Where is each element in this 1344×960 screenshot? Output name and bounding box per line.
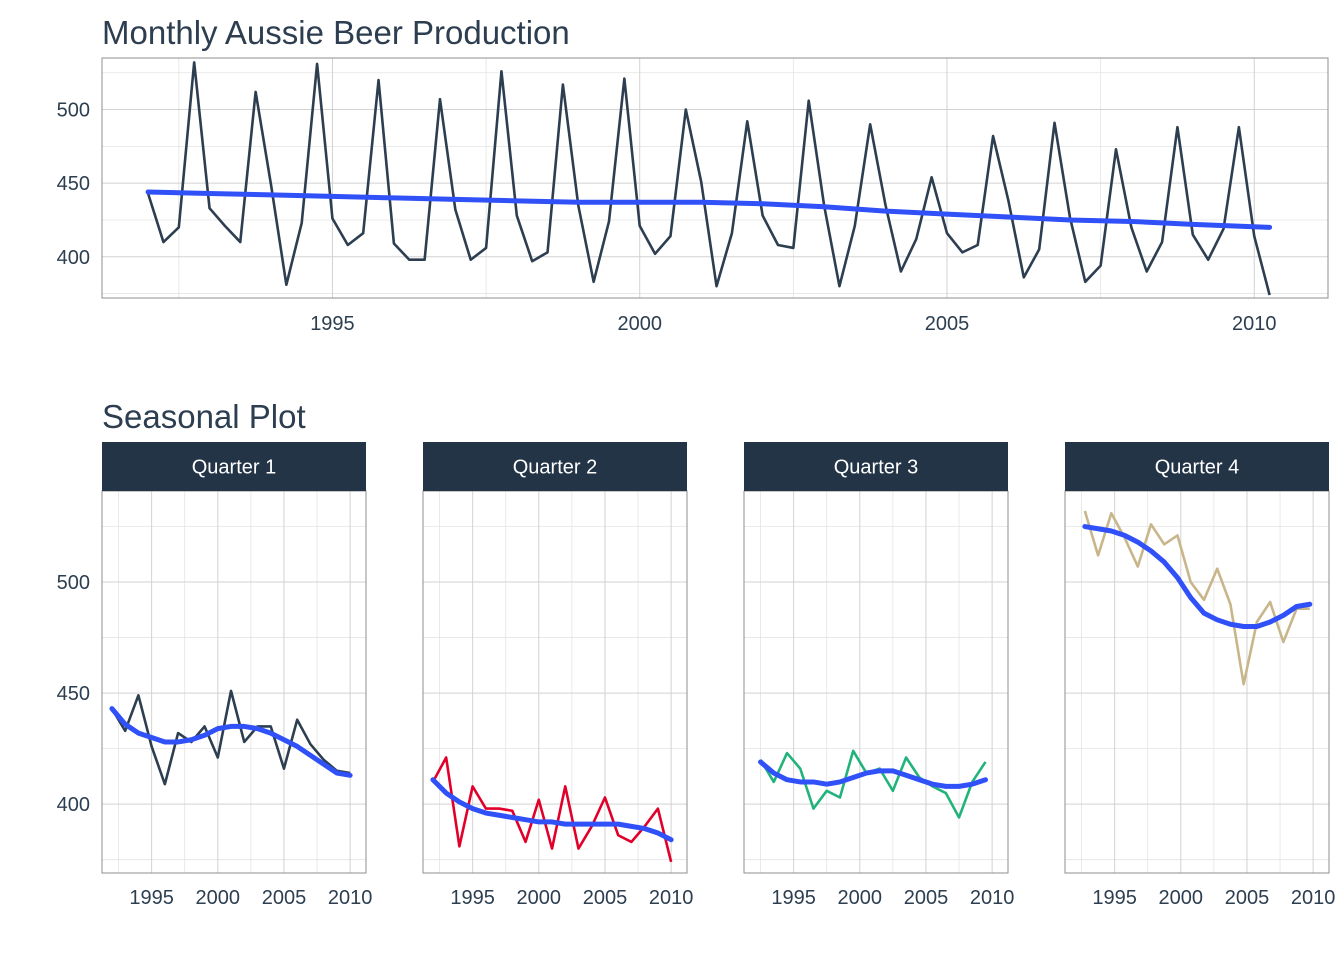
seasonal-plot-title: Seasonal Plot [102,398,306,435]
facet-y-tick-label: 450 [57,683,90,705]
quarter-trend-line [109,706,353,778]
facet-x-tick-label: 2000 [1159,887,1204,909]
top-y-tick-label: 450 [57,173,90,195]
top-x-tick-label: 2005 [925,313,970,335]
facet-panel-border [422,490,688,874]
facet-x-tick-label: 1995 [1092,887,1137,909]
facet-strip [1065,442,1329,491]
facet-x-tick-label: 2010 [328,887,373,909]
facet-x-tick-label: 2000 [196,887,241,909]
facet-x-tick-label: 1995 [450,887,495,909]
top-chart-title: Monthly Aussie Beer Production [102,14,570,51]
quarter-trend-line [430,777,674,843]
top-y-tick-label: 400 [57,247,90,269]
top-panel: 1995 2000 2005 2010 400 450 500 [57,57,1329,335]
facet-strip-label: Quarter 4 [1155,457,1239,479]
facet-panel-border [101,490,367,874]
top-panel-border [101,57,1329,299]
top-x-tick-label: 2010 [1232,313,1277,335]
facet-3: 1995 2000 2005 2010 Quarter 3 [743,442,1015,909]
quarter-trend-line [1082,524,1313,629]
facet-strip [423,442,687,491]
seasonal-facets: 1995 2000 2005 2010 400 450 500 Quarter 1 1995 20… [57,442,1336,909]
trend-smooth-line [145,189,1273,230]
facet-x-tick-label: 2000 [517,887,562,909]
facet-y-tick-label: 400 [57,794,90,816]
facet-strip-label: Quarter 2 [513,457,597,479]
facet-y-tick-label: 500 [57,572,90,594]
facet-1: 1995 2000 2005 2010 400 450 500 Quarter 1 [57,442,373,909]
facet-x-tick-label: 2005 [1225,887,1270,909]
facet-x-tick-label: 2010 [970,887,1015,909]
facet-x-tick-label: 1995 [129,887,174,909]
top-x-tick-label: 1995 [310,313,355,335]
facet-4: 1995 2000 2005 2010 Quarter 4 [1064,442,1336,909]
top-y-tick-label: 500 [57,100,90,122]
facet-panel-border [743,490,1009,874]
facet-strip-label: Quarter 1 [192,457,276,479]
quarter-series-line [431,756,673,863]
facet-x-tick-label: 1995 [771,887,816,909]
facet-2: 1995 2000 2005 2010 Quarter 2 [422,442,694,909]
facet-x-tick-label: 2010 [649,887,694,909]
quarter-series-line [110,689,351,786]
facet-x-tick-label: 2005 [904,887,949,909]
facet-strip [102,442,366,491]
facet-x-tick-label: 2005 [583,887,628,909]
facet-strip-label: Quarter 3 [834,457,918,479]
facet-strip [744,442,1008,491]
facet-x-tick-label: 2000 [838,887,883,909]
facet-x-tick-label: 2010 [1291,887,1336,909]
quarter-trend-line [758,759,988,789]
quarter-series-line [1083,510,1310,686]
facet-x-tick-label: 2005 [262,887,307,909]
beer-production-line [146,61,1271,296]
facet-panel-border [1064,490,1330,874]
top-x-tick-label: 2000 [617,313,662,335]
